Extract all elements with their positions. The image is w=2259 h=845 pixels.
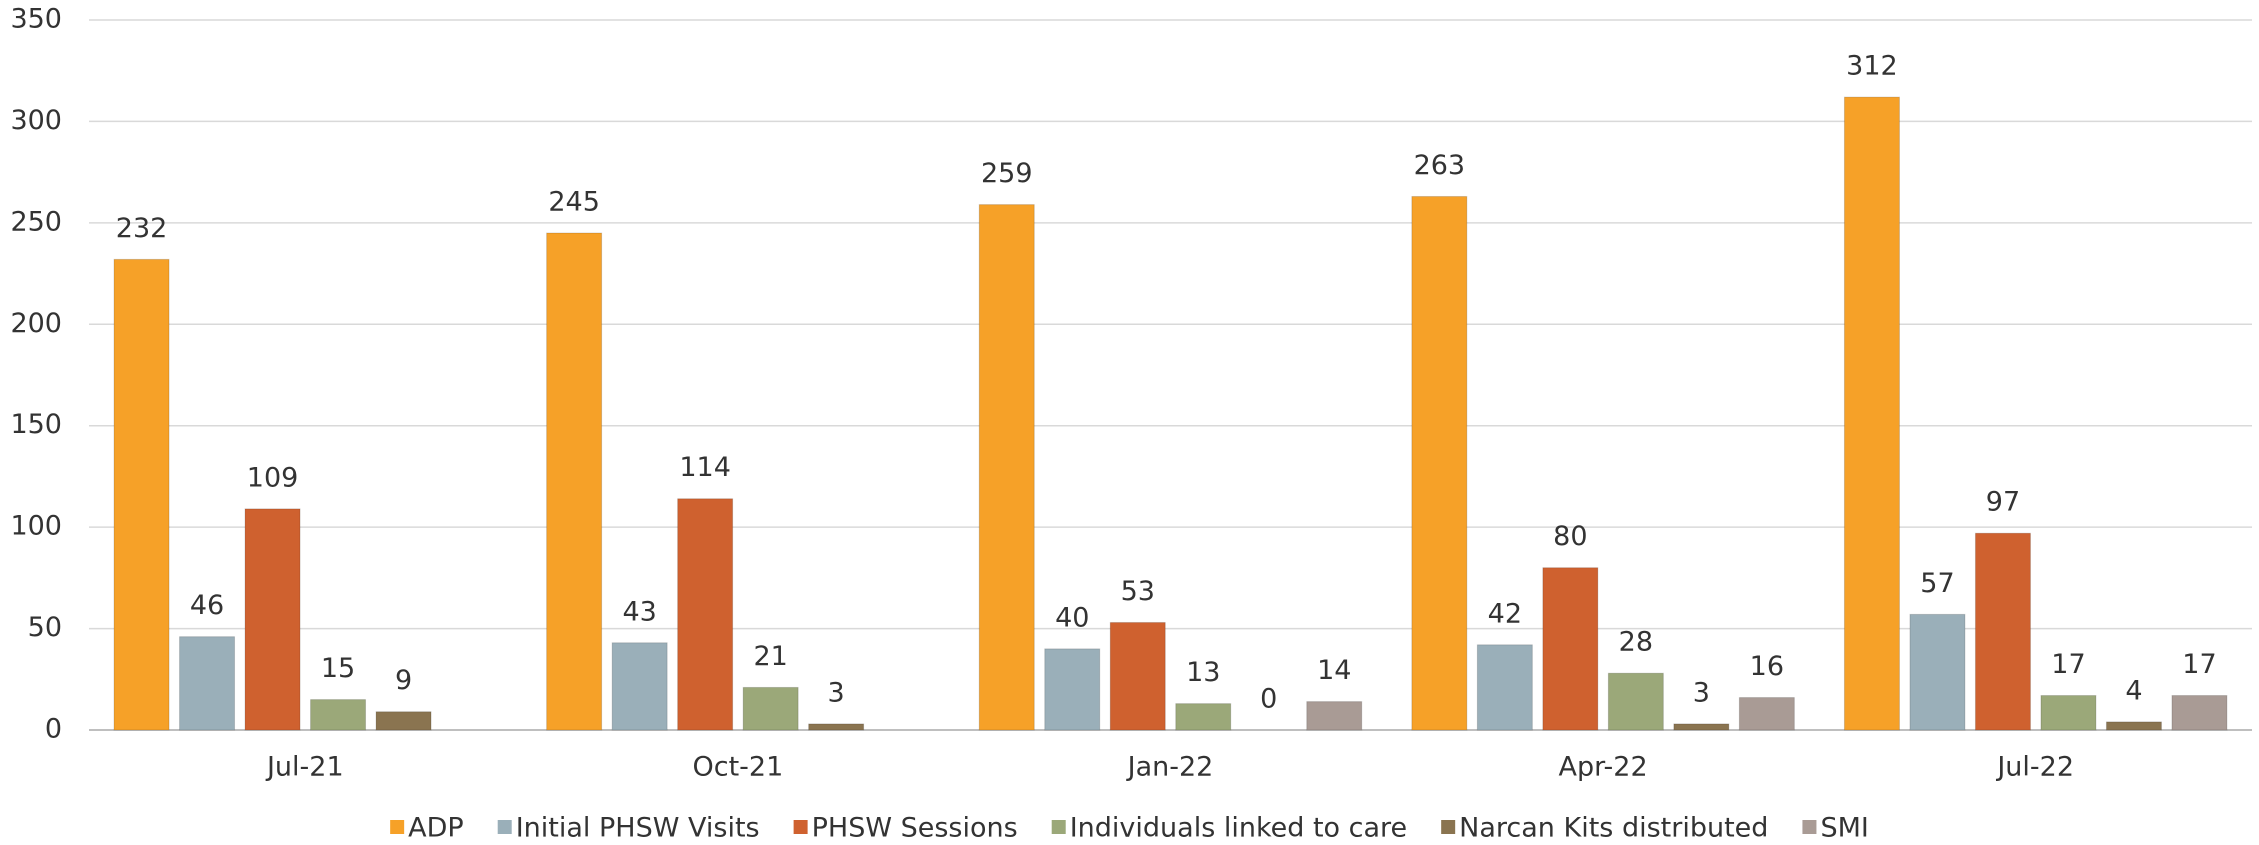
bar: [1476, 644, 1533, 731]
y-tick-label: 200: [10, 308, 62, 339]
legend-label: ADP: [408, 813, 464, 844]
value-label: 13: [1186, 657, 1220, 688]
x-tick-label: Apr-22: [1559, 752, 1648, 783]
value-label: 3: [828, 677, 845, 708]
x-tick-label: Oct-21: [693, 752, 784, 783]
legend: ADP Initial PHSW Visits PHSW Sessions Indiv…: [390, 813, 1869, 844]
legend-label: SMI: [1820, 813, 1868, 844]
bar: [742, 686, 799, 731]
value-label: 263: [1414, 150, 1466, 181]
x-tick-label: Jul-21: [265, 752, 344, 783]
y-tick-label: 250: [10, 206, 62, 237]
y-tick-label: 150: [10, 409, 62, 440]
legend-label: Individuals linked to care: [1070, 813, 1407, 844]
bar: [1306, 701, 1363, 731]
value-label: 16: [1750, 651, 1784, 682]
value-label: 46: [190, 590, 224, 621]
value-label: 14: [1317, 655, 1351, 686]
y-tick-label: 100: [10, 511, 62, 542]
bar: [1909, 613, 1966, 731]
legend-label: Initial PHSW Visits: [516, 813, 760, 844]
value-label: 109: [247, 462, 299, 493]
bar: [1542, 567, 1599, 731]
value-label: 9: [395, 665, 412, 696]
bar: [808, 723, 865, 731]
value-label: 21: [753, 641, 787, 672]
bar: [978, 204, 1035, 731]
legend-swatch: [793, 820, 808, 834]
bar: [1175, 703, 1232, 731]
value-label: 245: [548, 187, 600, 218]
bar: [1738, 697, 1795, 731]
bar: [310, 699, 367, 731]
value-label: 57: [1920, 568, 1954, 599]
y-tick-label: 0: [45, 714, 62, 745]
value-label: 80: [1553, 521, 1587, 552]
y-tick-label: 350: [10, 4, 62, 35]
y-tick-label: 50: [28, 612, 62, 643]
bar: [1974, 532, 2031, 731]
value-label: 53: [1121, 576, 1155, 607]
bar: [677, 498, 734, 731]
value-label: 232: [116, 213, 168, 244]
value-label: 114: [679, 452, 731, 483]
value-label: 259: [981, 158, 1033, 189]
bar: [611, 642, 668, 731]
bar: [1673, 723, 1730, 731]
bar: [244, 508, 301, 731]
bar: [1607, 672, 1664, 731]
x-tick-label: Jan-22: [1126, 752, 1214, 783]
bar: [546, 232, 603, 731]
legend-swatch: [1441, 820, 1456, 834]
value-label: 28: [1619, 627, 1653, 658]
value-label: 15: [321, 653, 355, 684]
legend-swatch: [497, 820, 512, 834]
value-label: 3: [1693, 677, 1710, 708]
value-label: 4: [2125, 675, 2142, 706]
bar: [1044, 648, 1101, 731]
bar: [113, 258, 170, 731]
x-tick-label: Jul-22: [1995, 752, 2074, 783]
legend-swatch: [1802, 820, 1817, 834]
bar: [1411, 195, 1468, 731]
value-label: 17: [2051, 649, 2085, 680]
bar: [2171, 695, 2228, 731]
legend-swatch: [390, 820, 405, 834]
legend-label: Narcan Kits distributed: [1459, 813, 1768, 844]
y-tick-label: 300: [10, 105, 62, 136]
legend-swatch: [1051, 820, 1066, 834]
bar: [1109, 621, 1166, 731]
value-label: 43: [622, 596, 656, 627]
value-label: 97: [1986, 487, 2020, 518]
value-label: 42: [1488, 598, 1522, 629]
bar: [2105, 721, 2162, 731]
bar: [2040, 695, 2097, 731]
value-label: 40: [1055, 602, 1089, 633]
legend-label: PHSW Sessions: [812, 813, 1018, 844]
bar: [179, 636, 236, 731]
bar: [1843, 96, 1900, 731]
value-label: 17: [2182, 649, 2216, 680]
bar: [375, 711, 432, 731]
value-label: 0: [1260, 684, 1277, 715]
value-label: 312: [1846, 51, 1898, 82]
